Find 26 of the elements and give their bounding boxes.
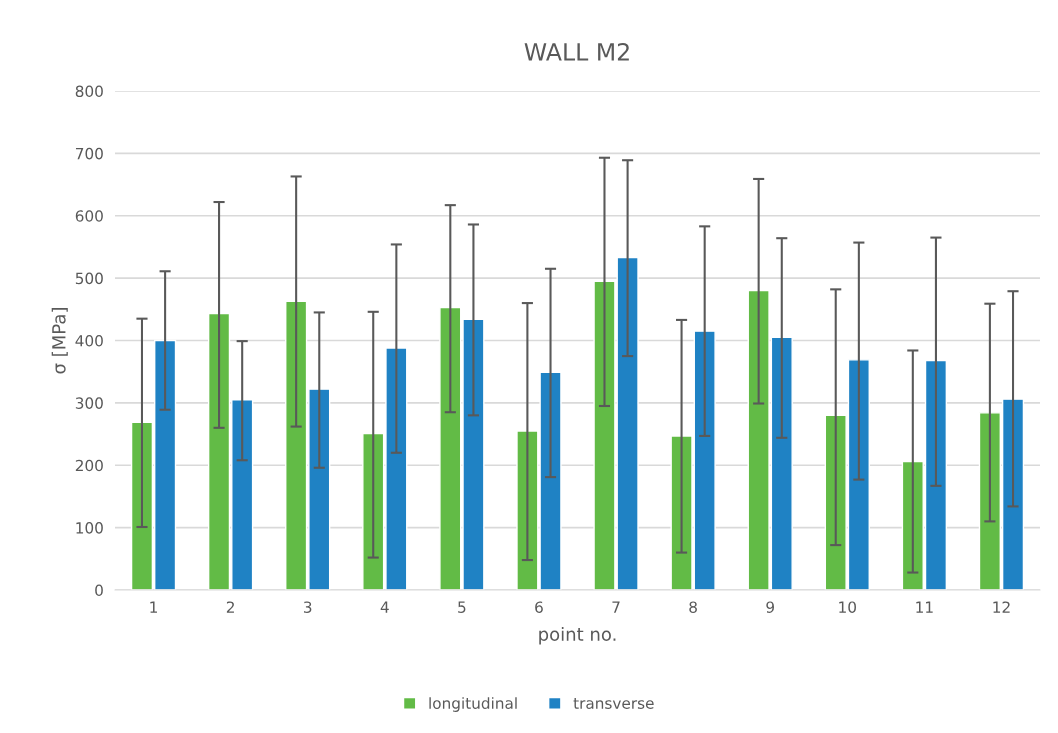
x-tick-label: 7 (612, 601, 620, 613)
x-tick-label: 12 (993, 601, 1010, 613)
y-tick-label: 500 (75, 272, 103, 285)
x-tick-label: 11 (916, 601, 933, 613)
x-tick-label: 9 (766, 601, 774, 613)
y-tick-label: 600 (75, 210, 103, 222)
x-axis-title: point no. (539, 627, 616, 645)
y-tick-label: 300 (75, 397, 103, 409)
x-tick-label: 1 (150, 601, 157, 613)
x-tick-label: 6 (535, 601, 543, 613)
y-tick-label: 400 (75, 334, 103, 347)
x-tick-label: 8 (689, 601, 697, 613)
y-tick-label: 800 (75, 85, 103, 98)
y-axis-title: σ [MPa] (51, 308, 68, 374)
x-tick-label: 3 (304, 601, 312, 613)
legend-label: longitudinal (429, 697, 517, 712)
x-tick-label: 4 (380, 601, 389, 613)
x-tick-label: 2 (226, 601, 234, 613)
legend-label: transverse (573, 698, 654, 709)
y-tick-label: 200 (75, 459, 103, 472)
y-tick-label: 700 (75, 147, 103, 160)
y-tick-label: 0 (95, 584, 103, 597)
chart-title: WALL M2 (524, 42, 629, 61)
x-tick-label: 10 (839, 601, 856, 613)
x-tick-label: 5 (458, 601, 466, 613)
y-tick-label: 100 (76, 522, 103, 534)
